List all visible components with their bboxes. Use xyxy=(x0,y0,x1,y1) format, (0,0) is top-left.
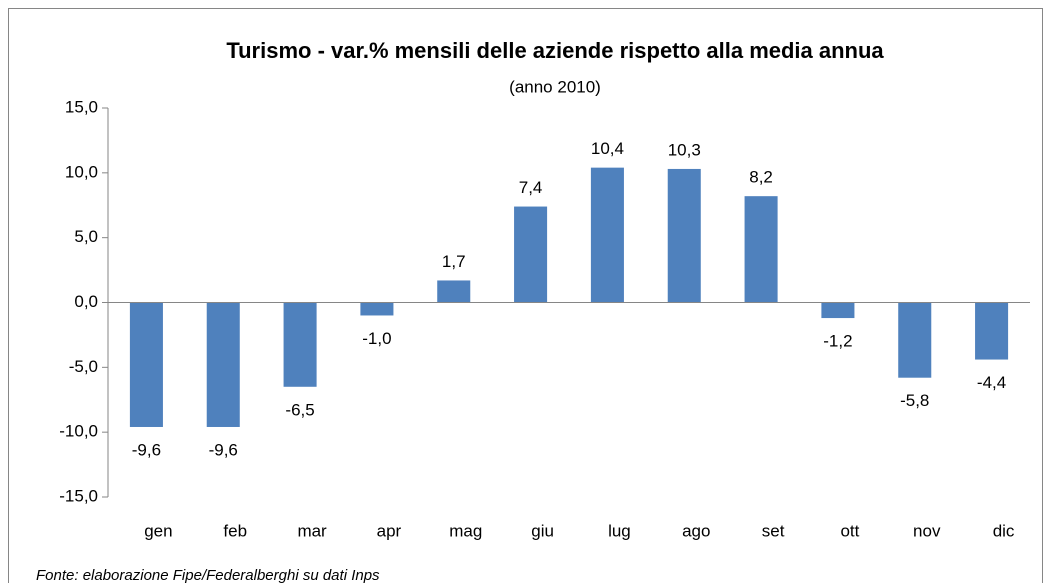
x-tick-label: feb xyxy=(223,521,247,540)
y-tick-label: -10,0 xyxy=(59,422,98,441)
bar xyxy=(206,302,240,427)
bar xyxy=(975,302,1009,360)
data-label: -9,6 xyxy=(209,440,238,459)
y-tick-label: 5,0 xyxy=(74,227,98,246)
bar xyxy=(590,167,624,303)
chart-title: Turismo - var.% mensili delle aziende ri… xyxy=(226,38,884,63)
y-tick-label: 10,0 xyxy=(65,162,98,181)
bar xyxy=(821,302,855,319)
data-label: 7,4 xyxy=(519,178,543,197)
data-label: -5,8 xyxy=(900,391,929,410)
x-tick-label: ott xyxy=(840,521,859,540)
y-tick-label: -5,0 xyxy=(69,357,98,376)
data-label: 1,7 xyxy=(442,252,466,271)
bar xyxy=(898,302,932,378)
data-label: -4,4 xyxy=(977,373,1006,392)
x-tick-label: apr xyxy=(377,521,402,540)
bar xyxy=(437,280,471,303)
x-tick-label: dic xyxy=(993,521,1015,540)
data-label: -6,5 xyxy=(285,400,314,419)
x-tick-label: nov xyxy=(913,521,941,540)
data-label: -1,2 xyxy=(823,332,852,351)
source-note: Fonte: elaborazione Fipe/Federalberghi s… xyxy=(36,567,380,583)
data-label: 10,3 xyxy=(668,140,701,159)
x-tick-label: lug xyxy=(608,521,631,540)
data-label: -1,0 xyxy=(362,329,391,348)
x-tick-label: gen xyxy=(144,521,172,540)
x-tick-label: mag xyxy=(449,521,482,540)
bar xyxy=(360,302,394,316)
y-tick-label: 15,0 xyxy=(65,97,98,116)
bar xyxy=(744,196,778,303)
x-tick-label: mar xyxy=(297,521,327,540)
data-label: -9,6 xyxy=(132,440,161,459)
bar xyxy=(514,206,548,303)
y-tick-label: -15,0 xyxy=(59,486,98,505)
data-label: 8,2 xyxy=(749,168,773,187)
x-tick-label: ago xyxy=(682,521,710,540)
chart-subtitle: (anno 2010) xyxy=(509,77,601,96)
bar xyxy=(283,302,317,387)
x-tick-label: giu xyxy=(531,521,554,540)
x-tick-label: set xyxy=(762,521,785,540)
y-tick-label: 0,0 xyxy=(74,292,98,311)
data-label: 10,4 xyxy=(591,139,624,158)
bar xyxy=(667,168,701,303)
bar xyxy=(129,302,163,427)
